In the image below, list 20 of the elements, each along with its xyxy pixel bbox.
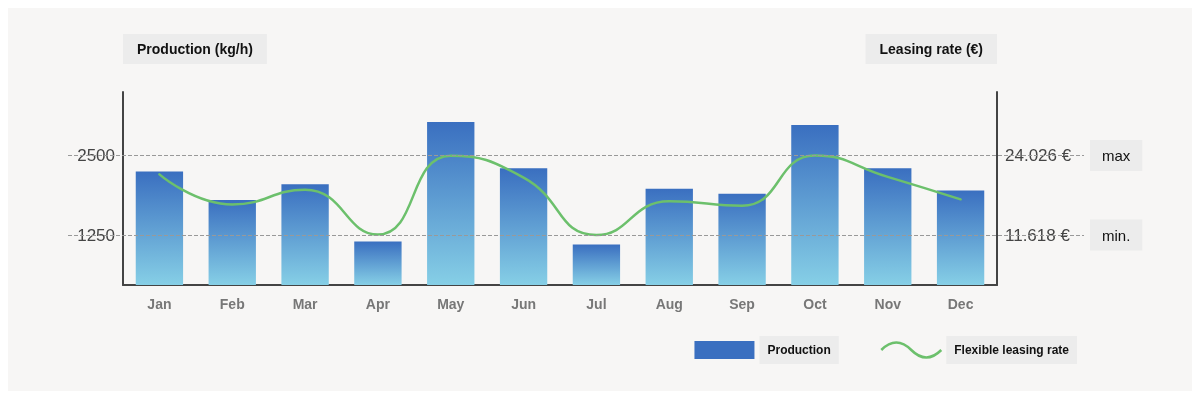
x-tick-label: Jan	[147, 296, 172, 312]
legend-label: Flexible leasing rate	[954, 343, 1070, 357]
line-series	[158, 154, 962, 237]
x-tick-label: Dec	[947, 296, 974, 312]
x-tick-label: Aug	[655, 296, 683, 312]
ref-line-label: min.	[1102, 226, 1131, 244]
x-tick-label: Apr	[365, 296, 391, 312]
x-tick-label: Feb	[219, 296, 245, 312]
ref-line-label: max	[1102, 147, 1131, 165]
y-axis-title: Production (kg/h)	[137, 41, 253, 57]
x-tick-label: Mar	[292, 296, 319, 312]
x-tick-label: Nov	[874, 296, 902, 312]
x-tick-label: Sep	[729, 296, 755, 312]
y-tick-label: 1250	[77, 225, 115, 245]
legend-label: Production	[767, 343, 831, 357]
x-tick-label: Jun	[511, 296, 537, 312]
x-tick-label: Jul	[586, 296, 607, 312]
y2-axis-title: Leasing rate (€)	[879, 41, 983, 57]
x-tick-label: May	[437, 296, 465, 312]
x-tick-label: Oct	[803, 296, 827, 312]
